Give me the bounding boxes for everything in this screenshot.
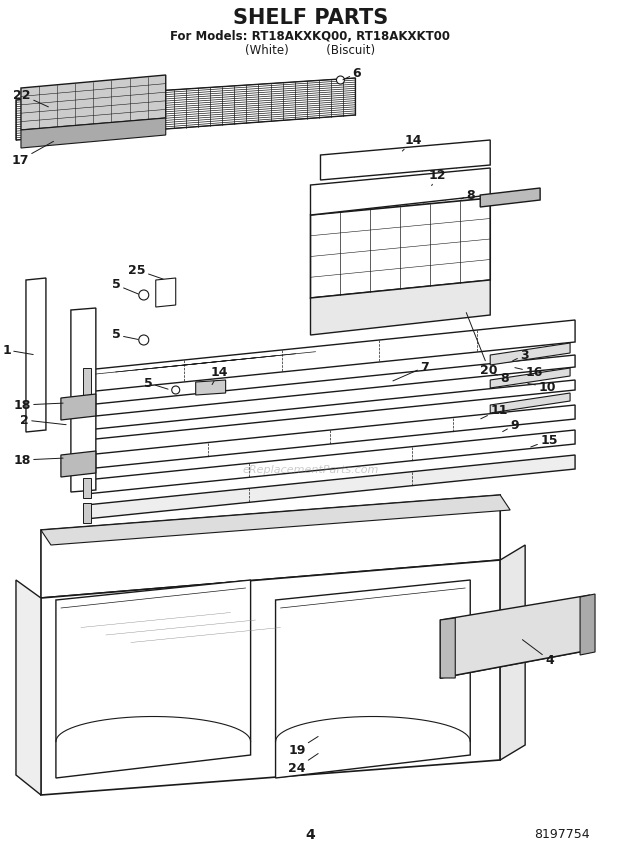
Polygon shape [26,278,46,432]
Polygon shape [86,405,575,469]
Text: 5: 5 [144,377,168,389]
Text: 10: 10 [528,381,556,394]
Text: 11: 11 [480,403,508,419]
Text: 14: 14 [402,134,422,151]
Text: 8: 8 [461,188,476,201]
Polygon shape [41,495,500,598]
Polygon shape [490,343,570,365]
Polygon shape [490,393,570,413]
Text: 19: 19 [288,736,318,757]
Text: 24: 24 [288,753,318,775]
Text: 3: 3 [513,348,529,361]
Polygon shape [86,320,575,392]
Text: 2: 2 [20,413,66,426]
Polygon shape [311,168,490,215]
Polygon shape [41,495,510,545]
Text: 8: 8 [493,372,509,384]
Polygon shape [86,455,575,519]
Polygon shape [580,594,595,655]
Text: 16: 16 [515,366,542,378]
Polygon shape [83,453,91,473]
Circle shape [337,76,345,84]
Text: 25: 25 [128,264,163,279]
Text: 4: 4 [306,828,316,842]
Text: 18: 18 [14,454,63,467]
Text: 4: 4 [523,639,554,667]
Polygon shape [490,368,570,388]
Polygon shape [56,580,250,778]
Polygon shape [500,545,525,760]
Text: 12: 12 [429,169,446,186]
Text: eReplacementParts.com: eReplacementParts.com [242,465,379,475]
Polygon shape [440,595,590,678]
Circle shape [139,290,149,300]
Text: 9: 9 [503,419,519,431]
Polygon shape [16,78,355,140]
Polygon shape [275,580,470,778]
Polygon shape [480,188,540,207]
Polygon shape [21,75,166,130]
Polygon shape [86,355,575,417]
Text: 5: 5 [112,329,138,342]
Circle shape [172,386,180,394]
Polygon shape [41,560,500,795]
Polygon shape [83,478,91,498]
Text: 7: 7 [393,360,429,381]
Text: 14: 14 [211,366,228,384]
Polygon shape [440,618,455,678]
Polygon shape [86,380,575,440]
Polygon shape [321,140,490,180]
Text: 8197754: 8197754 [534,829,590,841]
Polygon shape [83,368,91,396]
Polygon shape [83,503,91,523]
Polygon shape [61,451,96,477]
Polygon shape [16,580,41,795]
Polygon shape [86,430,575,494]
Text: 17: 17 [11,141,53,167]
Text: 20: 20 [466,312,498,377]
Text: 6: 6 [343,67,361,80]
Text: 15: 15 [531,433,557,447]
Text: 5: 5 [112,278,138,294]
Text: 1: 1 [2,343,33,356]
Polygon shape [156,278,175,307]
Text: For Models: RT18AKXKQ00, RT18AKXKT00: For Models: RT18AKXKQ00, RT18AKXKT00 [170,29,451,43]
Polygon shape [196,380,226,395]
Polygon shape [311,280,490,335]
Text: SHELF PARTS: SHELF PARTS [233,8,388,28]
Circle shape [139,335,149,345]
Polygon shape [61,394,96,420]
Text: (White)          (Biscuit): (White) (Biscuit) [246,44,376,56]
Polygon shape [311,198,490,298]
Polygon shape [21,118,166,148]
Text: 22: 22 [14,88,48,107]
Text: 18: 18 [14,399,63,412]
Polygon shape [71,308,96,492]
